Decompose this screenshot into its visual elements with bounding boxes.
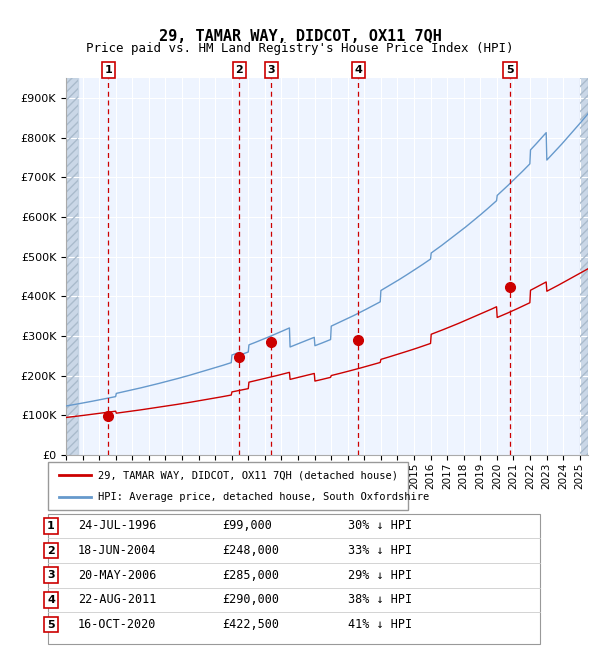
Text: 3: 3 <box>47 570 55 580</box>
Text: HPI: Average price, detached house, South Oxfordshire: HPI: Average price, detached house, Sout… <box>98 491 430 502</box>
Text: Price paid vs. HM Land Registry's House Price Index (HPI): Price paid vs. HM Land Registry's House … <box>86 42 514 55</box>
Text: 3: 3 <box>268 65 275 75</box>
Text: £290,000: £290,000 <box>222 593 279 606</box>
Text: £422,500: £422,500 <box>222 618 279 631</box>
Text: 29, TAMAR WAY, DIDCOT, OX11 7QH: 29, TAMAR WAY, DIDCOT, OX11 7QH <box>158 29 442 44</box>
Text: 29, TAMAR WAY, DIDCOT, OX11 7QH (detached house): 29, TAMAR WAY, DIDCOT, OX11 7QH (detache… <box>98 470 398 480</box>
Text: 16-OCT-2020: 16-OCT-2020 <box>78 618 157 631</box>
Text: £99,000: £99,000 <box>222 519 272 532</box>
Text: 1: 1 <box>104 65 112 75</box>
Bar <box>66 78 79 455</box>
FancyBboxPatch shape <box>48 462 408 510</box>
Text: 29% ↓ HPI: 29% ↓ HPI <box>348 569 412 582</box>
Text: 4: 4 <box>355 65 362 75</box>
Text: 5: 5 <box>47 619 55 630</box>
Bar <box>66 78 79 455</box>
Text: 4: 4 <box>47 595 55 605</box>
Text: £285,000: £285,000 <box>222 569 279 582</box>
Text: 33% ↓ HPI: 33% ↓ HPI <box>348 544 412 557</box>
Text: 1: 1 <box>47 521 55 531</box>
Text: 2: 2 <box>47 545 55 556</box>
Text: 24-JUL-1996: 24-JUL-1996 <box>78 519 157 532</box>
Text: 38% ↓ HPI: 38% ↓ HPI <box>348 593 412 606</box>
Text: 30% ↓ HPI: 30% ↓ HPI <box>348 519 412 532</box>
Text: 22-AUG-2011: 22-AUG-2011 <box>78 593 157 606</box>
Bar <box>580 78 588 455</box>
Text: 18-JUN-2004: 18-JUN-2004 <box>78 544 157 557</box>
Bar <box>580 78 588 455</box>
Text: 5: 5 <box>506 65 514 75</box>
Text: 2: 2 <box>235 65 243 75</box>
Text: £248,000: £248,000 <box>222 544 279 557</box>
Text: 41% ↓ HPI: 41% ↓ HPI <box>348 618 412 631</box>
Text: 20-MAY-2006: 20-MAY-2006 <box>78 569 157 582</box>
